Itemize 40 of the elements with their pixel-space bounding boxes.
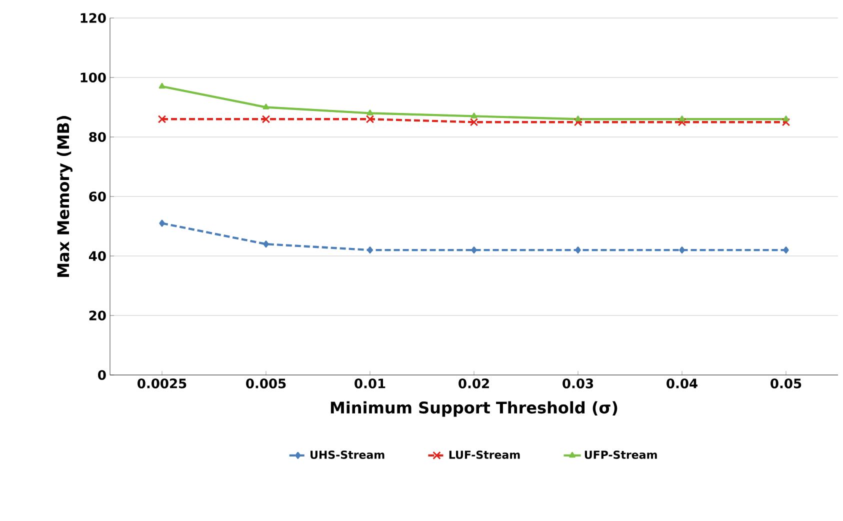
y-tick-label: 60: [89, 192, 106, 202]
y-axis-title: Max Memory (MB): [56, 116, 72, 277]
point: [678, 116, 686, 122]
x-tick-label: 0.05: [770, 378, 802, 388]
point: [262, 104, 270, 110]
y-tick-label: 40: [88, 251, 106, 261]
point: [470, 118, 478, 126]
x-tick-label: 0.02: [458, 378, 489, 388]
x-axis-title: Minimum Support Threshold (σ): [330, 401, 618, 417]
x-tick-label: 0.04: [666, 378, 698, 388]
point: [783, 246, 789, 254]
y-tick-label: 80: [89, 132, 106, 142]
x-tick-label: 0.01: [354, 378, 386, 388]
point: [782, 116, 790, 122]
point: [470, 112, 478, 118]
point: [574, 118, 582, 126]
point: [678, 118, 686, 126]
point: [159, 220, 165, 227]
point: [262, 114, 270, 124]
point: [366, 114, 374, 124]
y-tick-label: 120: [80, 13, 106, 23]
x-tick-label: 0.03: [562, 378, 594, 388]
point: [263, 240, 269, 248]
point: [575, 246, 581, 254]
point: [679, 246, 685, 254]
x-tick-label: 0.005: [246, 378, 286, 388]
point: [158, 82, 166, 89]
point: [367, 246, 373, 254]
point: [158, 114, 166, 124]
point: [366, 110, 374, 116]
y-tick-label: 100: [80, 72, 106, 82]
point: [782, 118, 790, 126]
y-tick-label: 20: [89, 310, 106, 320]
point: [471, 246, 477, 254]
x-tick-label: 0.0025: [138, 378, 186, 388]
legend-label: UHS-Stream: [310, 450, 384, 459]
point: [574, 116, 582, 122]
y-tick-label: 0: [98, 370, 106, 380]
legend-label: LUF-Stream: [449, 450, 520, 459]
legend-label: UFP-Stream: [584, 450, 657, 459]
